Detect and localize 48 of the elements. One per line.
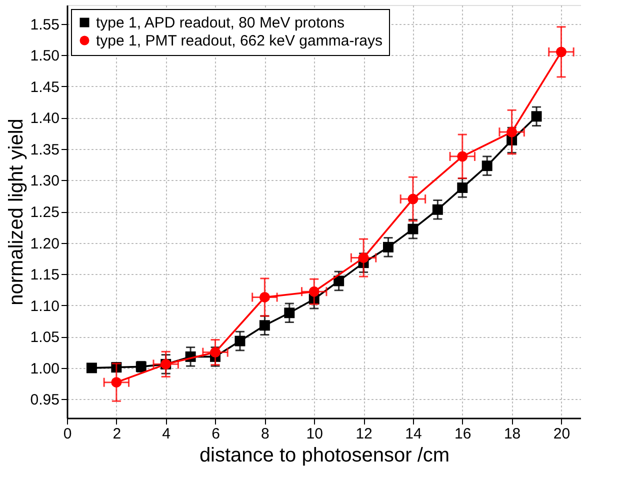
x-tick-label: 14 (405, 426, 422, 442)
x-tick-label: 8 (261, 426, 270, 442)
y-axis-title: normalized light yield (5, 118, 28, 306)
point (482, 160, 492, 172)
y-tick-label: 1.50 (30, 48, 60, 65)
y-tick-label: 1.05 (30, 329, 60, 346)
y-tick-label: 1.10 (30, 298, 60, 315)
y-tick-label: 1.35 (30, 141, 60, 158)
y-tick-label: 1.00 (30, 360, 60, 378)
x-tick-label: 18 (504, 426, 521, 442)
point (457, 182, 468, 193)
point (506, 126, 518, 138)
point (284, 308, 295, 318)
point (531, 111, 542, 122)
point (86, 362, 97, 374)
x-tick-label: 4 (162, 426, 171, 442)
legend-label: type 1, PMT readout, 662 keV gamma-rays (96, 32, 383, 50)
point (457, 151, 468, 162)
y-tick-label: 0.95 (30, 392, 60, 409)
y-tick-label: 1.20 (30, 235, 60, 252)
y-tick-label: 1.15 (30, 266, 60, 284)
y-tick-label: 1.30 (30, 172, 60, 190)
point (383, 242, 394, 252)
x-tick-label: 16 (454, 426, 472, 442)
x-axis-title: distance to photosensor /cm (199, 444, 450, 466)
point (259, 292, 270, 302)
x-tick-label: 12 (356, 426, 372, 442)
y-tick-label: 1.55 (30, 16, 60, 34)
legend-label: type 1, APD readout, 80 MeV protons (96, 14, 344, 32)
point (408, 224, 418, 234)
point (308, 286, 320, 297)
point (210, 347, 221, 358)
x-tick-label: 10 (306, 426, 323, 442)
point (432, 204, 443, 215)
point (259, 320, 270, 331)
y-tick-label: 1.45 (30, 78, 60, 96)
y-tick-label: 1.40 (30, 110, 60, 128)
y-tick-label: 1.25 (30, 204, 60, 221)
x-tick-label: 6 (212, 426, 220, 442)
x-tick-label: 0 (63, 426, 72, 442)
point (334, 276, 344, 286)
point (408, 194, 418, 204)
x-tick-label: 2 (112, 426, 122, 442)
point (358, 252, 369, 264)
point (111, 377, 122, 388)
point (556, 46, 566, 58)
x-tick-label: 20 (553, 426, 570, 442)
point (234, 336, 246, 346)
